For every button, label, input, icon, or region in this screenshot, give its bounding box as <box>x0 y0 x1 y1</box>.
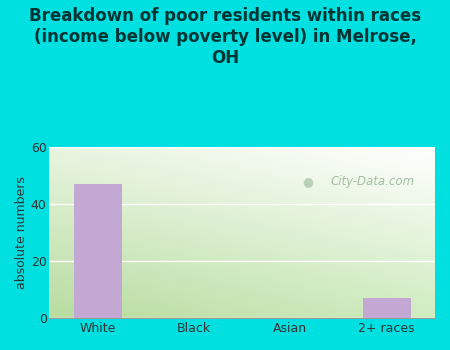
Text: ●: ● <box>302 175 313 188</box>
Text: City-Data.com: City-Data.com <box>331 175 415 188</box>
Bar <box>363 298 411 318</box>
Bar <box>73 184 122 318</box>
Y-axis label: absolute numbers: absolute numbers <box>15 176 28 289</box>
Text: Breakdown of poor residents within races
(income below poverty level) in Melrose: Breakdown of poor residents within races… <box>29 7 421 66</box>
